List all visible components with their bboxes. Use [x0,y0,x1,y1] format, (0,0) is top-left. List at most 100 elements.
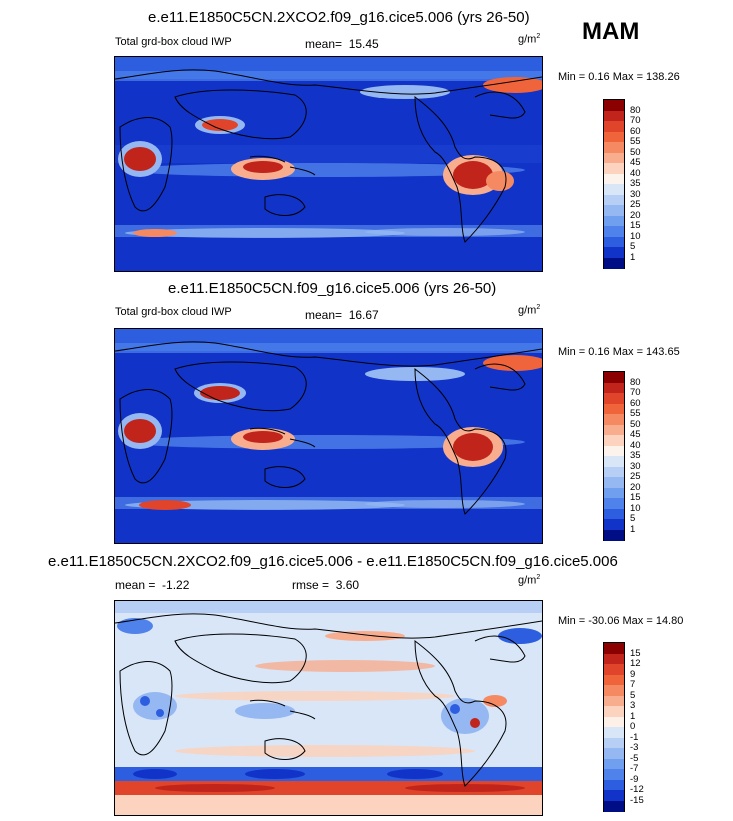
colorbar-swatch [604,716,624,728]
panel1-map [114,56,543,272]
colorbar-tick-label: 1 [630,251,636,263]
colorbar-tick-label: 50 [630,146,641,158]
panel2-colorbar-box [603,371,625,541]
colorbar-tick-label: -3 [630,742,639,753]
colorbar-swatch [604,121,624,132]
colorbar-swatch [604,152,624,164]
colorbar-tick-label: 60 [630,397,641,409]
colorbar-swatch [604,456,624,467]
colorbar-swatch [604,142,624,153]
panel2-mean: mean= 16.67 [305,308,379,322]
colorbar-tick-label: 25 [630,471,641,482]
colorbar-swatch [604,110,624,122]
panel3-mean: mean = -1.22 [115,578,189,592]
colorbar-swatch [604,477,624,488]
panel3-mean-label: mean = [115,578,156,592]
panel3-mean-value: -1.22 [162,578,190,592]
colorbar-swatch [604,706,624,717]
colorbar-tick-label: 9 [630,668,636,680]
colorbar-swatch [604,393,624,404]
colorbar-swatch [604,727,624,738]
colorbar-tick-label: 15 [630,492,641,503]
colorbar-tick-label: 3 [630,700,636,711]
colorbar-swatch [604,382,624,394]
colorbar-swatch [604,758,624,770]
colorbar-tick-label: 20 [630,481,641,493]
colorbar-tick-label: 15 [630,647,641,659]
colorbar-tick-label: 35 [630,178,641,189]
panel3-minmax: Min = -30.06 Max = 14.80 [558,615,684,627]
colorbar-tick-label: 70 [630,115,641,126]
colorbar-tick-label: 5 [630,513,636,524]
colorbar-tick-label: 20 [630,209,641,221]
colorbar-tick-label: 50 [630,418,641,430]
panel1-minmax: Min = 0.16 Max = 138.26 [558,71,680,83]
colorbar-tick-label: -5 [630,752,639,764]
colorbar-tick-label: 30 [630,460,641,472]
colorbar-tick-label: -1 [630,731,639,743]
colorbar-tick-label: 80 [630,104,641,116]
colorbar-tick-label: 40 [630,167,641,179]
panel3-title: e.e11.E1850C5CN.2XCO2.f09_g16.cice5.006 … [48,553,618,570]
colorbar-swatch [604,173,624,185]
colorbar-tick-label: 7 [630,679,636,690]
colorbar-tick-label: 70 [630,387,641,398]
colorbar-tick-label: -7 [630,763,639,774]
colorbar-swatch [604,372,624,383]
panel1-variable: Total grd-box cloud IWP [115,36,232,48]
panel2-mean-value: 16.67 [348,308,379,322]
panel3-map-svg [115,601,542,815]
colorbar-swatch [604,653,624,665]
colorbar-swatch [604,226,624,237]
colorbar-tick-label: 45 [630,429,641,440]
colorbar-swatch [604,800,624,812]
panel1-title: e.e11.E1850C5CN.2XCO2.f09_g16.cice5.006 … [148,9,530,26]
panel3-map [114,600,543,816]
colorbar-tick-label: 1 [630,523,636,535]
panel2-minmax: Min = 0.16 Max = 143.65 [558,346,680,358]
colorbar-tick-label: 15 [630,220,641,231]
colorbar-swatch [604,163,624,174]
colorbar-swatch [604,769,624,780]
colorbar-tick-label: -12 [630,784,644,795]
colorbar-swatch [604,403,624,415]
colorbar-swatch [604,424,624,436]
panel1-mean-label: mean= [305,37,343,51]
colorbar-swatch [604,257,624,269]
panel3-rmse-label: rmse = [292,578,330,592]
colorbar-tick-label: 10 [630,230,641,242]
colorbar-swatch [604,247,624,258]
panel1-colorbar-box [603,99,625,269]
colorbar-swatch [604,205,624,216]
colorbar-swatch [604,748,624,759]
colorbar-swatch [604,236,624,248]
colorbar-tick-label: -15 [630,794,644,806]
colorbar-swatch [604,487,624,499]
panel3-colorbar-box [603,642,625,812]
colorbar-swatch [604,643,624,654]
panel1-mean: mean= 15.45 [305,37,379,51]
season-label: MAM [582,18,640,45]
panel1-mean-value: 15.45 [348,37,379,51]
colorbar-swatch [604,790,624,801]
colorbar-tick-label: 30 [630,188,641,200]
colorbar-swatch [604,498,624,509]
colorbar-swatch [604,664,624,675]
colorbar-tick-label: 55 [630,408,641,419]
panel3-rmse: rmse = 3.60 [292,578,359,592]
panel1-units: g/m2 [518,33,541,46]
colorbar-swatch [604,184,624,195]
colorbar-swatch [604,445,624,457]
colorbar-tick-label: 60 [630,125,641,137]
colorbar-swatch [604,685,624,696]
colorbar-tick-label: 5 [630,689,636,701]
colorbar-swatch [604,131,624,143]
panel2-variable: Total grd-box cloud IWP [115,306,232,318]
panel2-mean-label: mean= [305,308,343,322]
panel2-title: e.e11.E1850C5CN.f09_g16.cice5.006 (yrs 2… [168,280,497,297]
colorbar-tick-label: 0 [630,721,636,732]
panel2-map-svg [115,329,542,543]
colorbar-swatch [604,194,624,206]
panel2-map [114,328,543,544]
panel2-units: g/m2 [518,304,541,317]
